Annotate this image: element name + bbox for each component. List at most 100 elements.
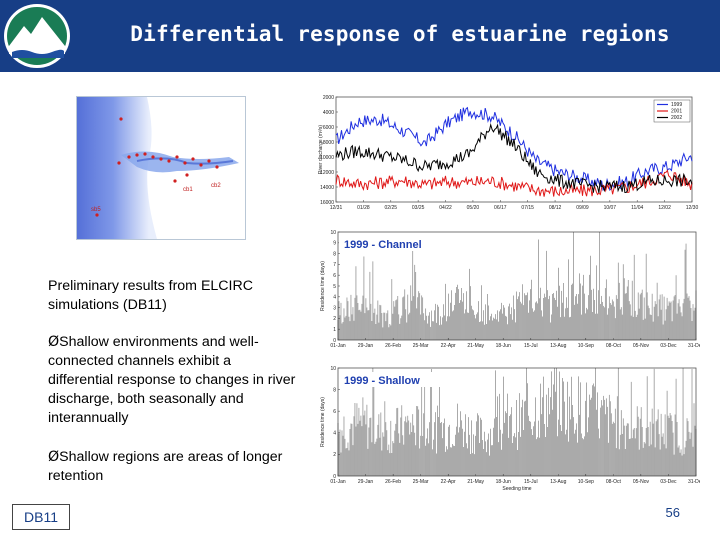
residence-time-shallow-chart: 0 2 4 6 8 10 01-Jan 29-Jan 26-Feb 25-Mar 22-Apr 21-… [320, 366, 700, 492]
residence-time-channel-chart: 0 1 2 3 4 5 6 7 8 9 10 01-Jan 29-Jan 26-Feb 25-Mar 22-A… [320, 230, 700, 349]
x-tick-label: 18-Jun [496, 343, 512, 349]
y-tick-label: 10 [330, 230, 336, 236]
bullet-2: ØShallow regions are areas of longer ret… [48, 448, 298, 486]
legend-box [653, 99, 691, 123]
y-tick-label: 10000 [320, 155, 334, 161]
y-tick-label: 0 [333, 474, 336, 480]
x-tick-label: 03-Dec [660, 343, 677, 349]
x-tick-label: 03-Dec [660, 479, 677, 485]
x-tick-label: 04/22 [439, 205, 452, 211]
y-axis-label: Residence time (days) [320, 261, 326, 311]
x-tick-label: 01-Jan [330, 479, 346, 485]
x-tick-label: 29-Jan [358, 343, 374, 349]
intro-text: Preliminary results from ELCIRC simulati… [48, 278, 253, 313]
y-tick-label: 10 [330, 366, 336, 372]
x-tick-label: 12/30 [686, 205, 699, 211]
x-tick-label: 08-Oct [606, 343, 622, 349]
x-tick-label: 10-Sep [578, 343, 594, 349]
x-tick-label: 01-Jan [330, 343, 346, 349]
x-tick-label: 12/02 [658, 205, 671, 211]
legend-label: 2002 [671, 115, 682, 121]
x-tick-label: 22-Apr [441, 479, 456, 485]
series-line-2001 [335, 169, 693, 197]
station-label: cb1 [183, 187, 193, 193]
x-tick-label: 10-Sep [578, 479, 594, 485]
reference-box: DB11 [12, 504, 70, 530]
y-tick-label: 12000 [320, 170, 334, 176]
x-tick-label: 31-Dec [688, 343, 700, 349]
station-label: sb5 [91, 207, 101, 213]
legend-label: 2001 [671, 109, 682, 115]
x-tick-label: 13-Aug [550, 479, 566, 485]
y-tick-label: 8 [333, 251, 336, 257]
plot-area [335, 96, 693, 203]
y-tick-label: 6 [333, 273, 336, 279]
x-tick-label: 21-May [467, 479, 484, 485]
y-tick-label: 4000 [323, 110, 334, 116]
x-tick-label: 10/07 [604, 205, 617, 211]
station-label: cb2 [211, 183, 221, 189]
chart-title: 1999 - Channel [344, 239, 422, 251]
y-tick-label: 5 [333, 284, 336, 290]
y-tick-label: 4 [333, 295, 336, 301]
x-tick-label: 09/09 [576, 205, 589, 211]
bullet-1: ØShallow environments and well-connected… [48, 333, 298, 428]
title-box [339, 372, 451, 387]
y-tick-label: 8 [333, 387, 336, 393]
page-number: 56 [665, 505, 680, 520]
river-discharge-chart: 16000 14000 12000 10000 8000 6000 4000 2000 12/3… [318, 95, 699, 211]
x-tick-label: 03/25 [412, 205, 425, 211]
series-bars [337, 368, 697, 476]
y-tick-label: 6000 [323, 125, 334, 131]
x-tick-label: 06/17 [494, 205, 507, 211]
y-tick-label: 9 [333, 241, 336, 247]
x-tick-label: 18-Jun [496, 479, 512, 485]
y-tick-label: 14000 [320, 185, 334, 191]
y-axis-label: Residence time (days) [320, 397, 326, 447]
y-tick-label: 0 [333, 338, 336, 344]
mountain-logo-icon [4, 4, 70, 68]
x-tick-label: 25-Mar [413, 343, 429, 349]
x-tick-label: 07/15 [521, 205, 534, 211]
x-tick-label: 08-Oct [606, 479, 622, 485]
y-tick-label: 7 [333, 262, 336, 268]
y-tick-label: 2 [333, 316, 336, 322]
legend-label: 1999 [671, 102, 682, 108]
x-tick-label: 13-Aug [550, 343, 566, 349]
series-line-2002 [335, 122, 693, 194]
bullet-1-text: Shallow environments and well-connected … [48, 334, 296, 426]
title-box [339, 236, 451, 251]
chart-title: 1999 - Shallow [344, 375, 420, 387]
y-tick-label: 2000 [323, 95, 334, 101]
x-tick-label: 22-Apr [441, 343, 456, 349]
x-tick-label: 31-Dec [688, 479, 700, 485]
series-bars [337, 232, 697, 340]
title-bar: Differential response of estuarine regio… [0, 0, 720, 72]
arrow-bullet-icon: Ø [48, 334, 60, 350]
arrow-bullet-icon: Ø [48, 449, 60, 465]
x-tick-label: 05-Nov [633, 343, 650, 349]
x-tick-label: 29-Jan [358, 479, 374, 485]
y-tick-label: 6 [333, 409, 336, 415]
x-tick-label: 02/25 [385, 205, 398, 211]
y-tick-label: 4 [333, 431, 336, 437]
x-axis-label: Seeding time [502, 486, 531, 492]
x-tick-label: 05-Nov [633, 479, 650, 485]
y-tick-label: 2 [333, 452, 336, 458]
bullet-2-text: Shallow regions are areas of longer rete… [48, 449, 283, 484]
x-tick-label: 08/12 [549, 205, 562, 211]
x-tick-label: 26-Feb [385, 343, 401, 349]
x-tick-label: 11/04 [631, 205, 643, 211]
x-tick-label: 25-Mar [413, 479, 429, 485]
x-tick-label: 05/20 [467, 205, 480, 211]
estuary-map: cb1 cb2 sb5 [76, 96, 246, 240]
x-tick-label: 21-May [467, 343, 484, 349]
x-tick-label: 15-Jul [524, 343, 538, 349]
y-tick-label: 1 [333, 327, 336, 333]
x-tick-label: 01/28 [357, 205, 370, 211]
y-tick-label: 3 [333, 305, 336, 311]
slide-title: Differential response of estuarine regio… [130, 22, 670, 46]
y-axis-label: River discharge (m³/s) [318, 125, 324, 175]
x-tick-label: 12/31 [330, 205, 343, 211]
x-tick-label: 26-Feb [385, 479, 401, 485]
